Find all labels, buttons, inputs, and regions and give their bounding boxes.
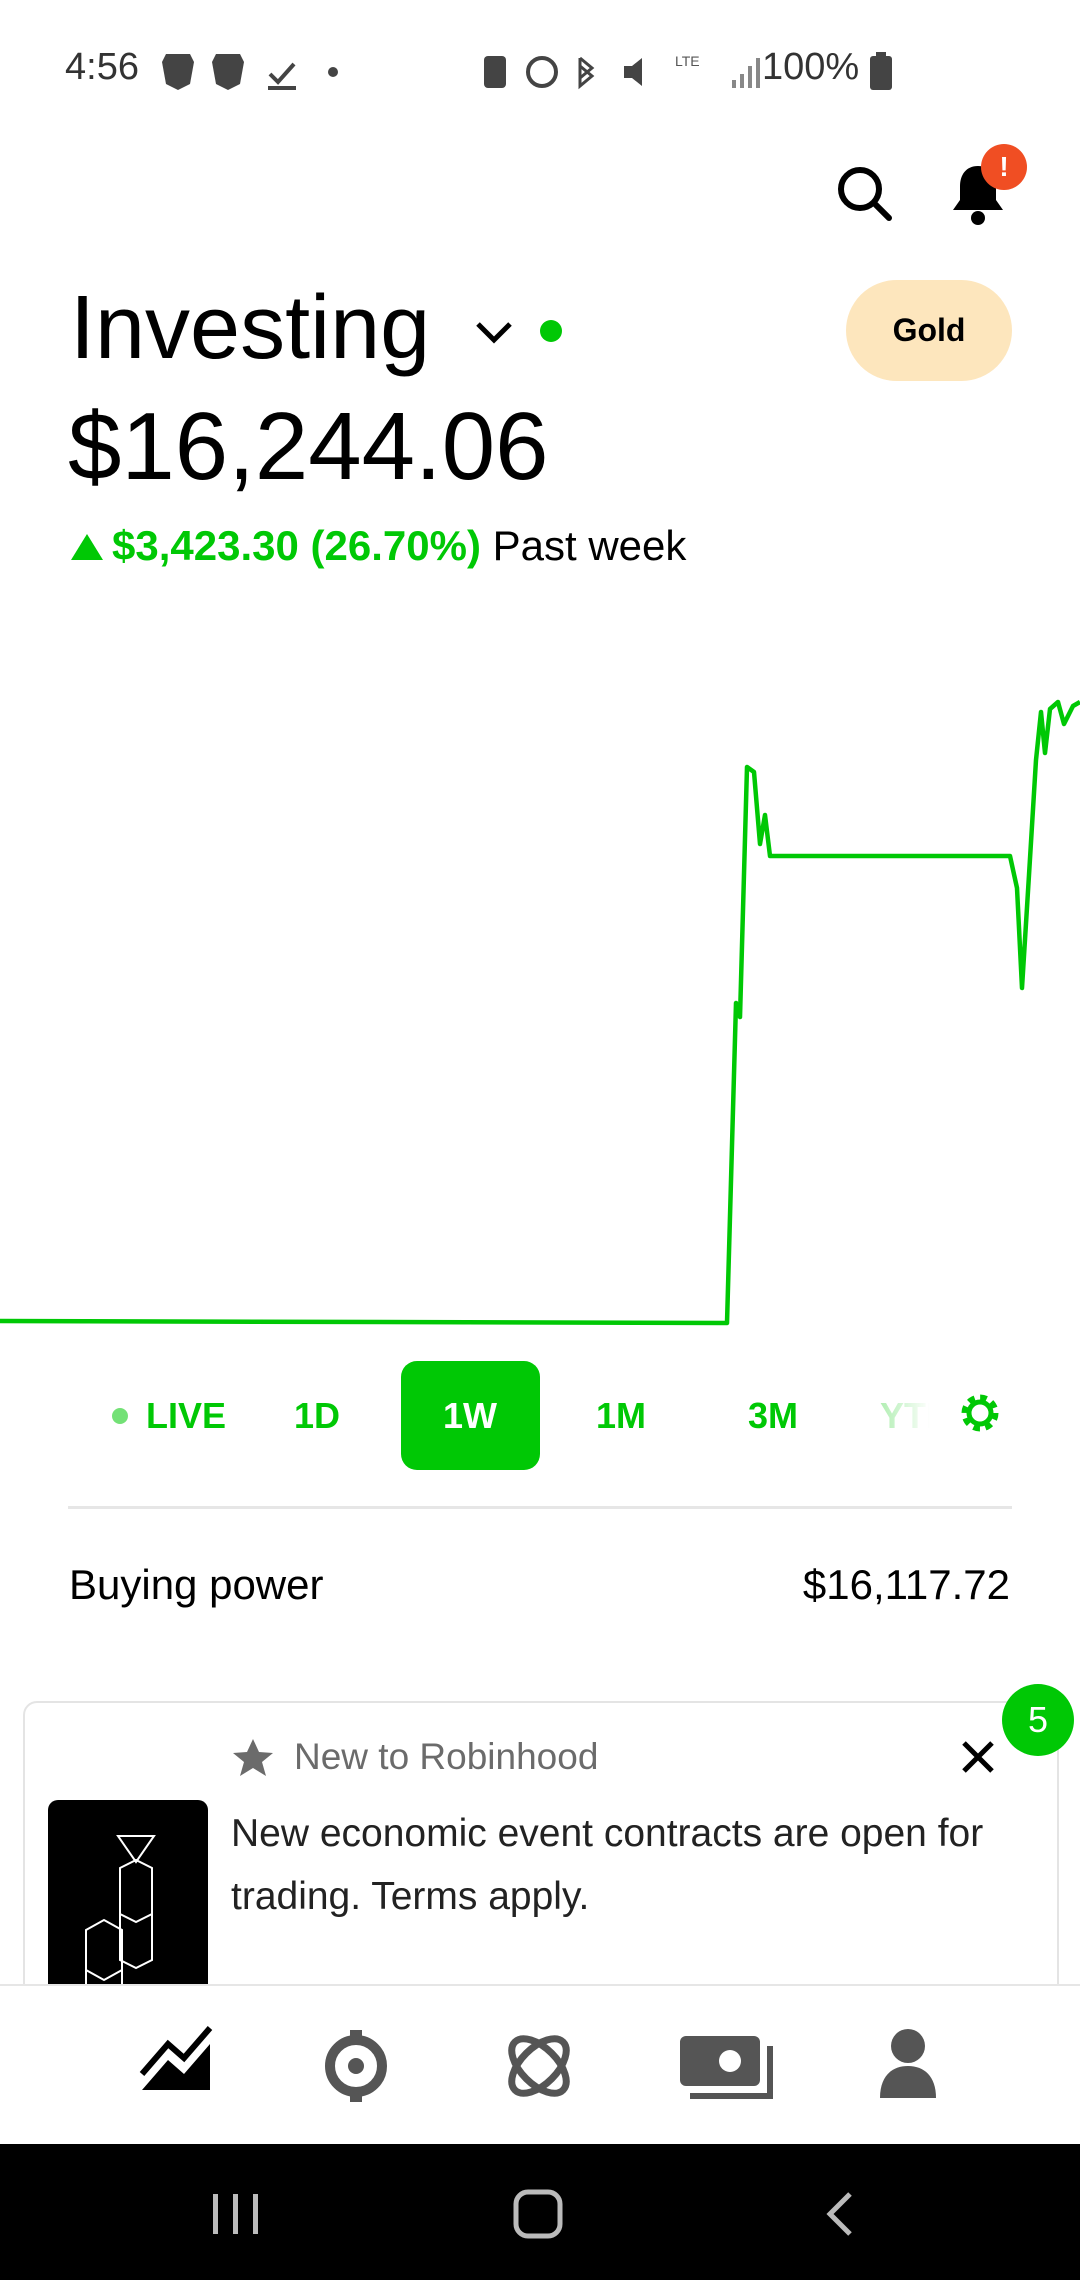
account-title[interactable]: Investing: [70, 278, 431, 378]
range-button[interactable]: 1M: [595, 1394, 646, 1436]
tab-account[interactable]: [880, 2029, 936, 2098]
recents-button[interactable]: [213, 2194, 258, 2234]
tab-events[interactable]: [502, 2029, 576, 2103]
gold-button[interactable]: Gold: [846, 280, 1012, 381]
up-arrow: [71, 534, 103, 560]
change-amount: $3,423.30 (26.70%): [112, 522, 481, 569]
range-selector: LIVE 1D 1W 1M 3M YTD: [60, 1361, 1020, 1470]
range-button[interactable]: YTD: [880, 1394, 952, 1436]
battery-level: 100%: [762, 46, 860, 88]
tab-bar: [0, 1984, 1080, 2146]
close-button[interactable]: [960, 1739, 996, 1775]
promo-image: [48, 1800, 208, 2000]
svg-text:LTE: LTE: [675, 53, 700, 69]
search-button[interactable]: [834, 163, 894, 223]
chart-settings[interactable]: [958, 1391, 1002, 1435]
account-dropdown[interactable]: [474, 318, 564, 348]
buying-power-value[interactable]: $16,117.72: [802, 1561, 1010, 1608]
promo-illustration: [85, 1835, 156, 2000]
range-button[interactable]: 3M: [747, 1394, 798, 1436]
system-nav-icons: [213, 2189, 852, 2239]
status-icons-right: LTE: [484, 53, 760, 90]
range-button[interactable]: LIVE: [100, 1361, 239, 1470]
tab-icons: [139, 2026, 936, 2103]
battery-icon: [870, 52, 892, 90]
portfolio-change: $3,423.30 (26.70%) Past week: [70, 520, 686, 572]
home-button[interactable]: [513, 2189, 563, 2239]
tab-crypto[interactable]: [325, 2030, 387, 2102]
range-button[interactable]: 1D: [293, 1394, 341, 1436]
star-icon: [233, 1739, 273, 1776]
change-period: Past week: [492, 522, 687, 569]
system-nav-bar: [0, 2144, 1080, 2280]
range-button[interactable]: 1W: [400, 1361, 540, 1470]
portfolio-chart: [0, 699, 1080, 1326]
tab-investing[interactable]: [139, 2026, 213, 2090]
portfolio-value: $16,244.06: [68, 393, 549, 500]
tab-cash[interactable]: [680, 2036, 773, 2099]
buying-power-label[interactable]: Buying power: [69, 1561, 324, 1608]
divider: [68, 1506, 1012, 1509]
notification-badge: !: [981, 144, 1027, 190]
back-button[interactable]: [826, 2192, 852, 2236]
clock: 4:56: [65, 46, 139, 88]
card-count-badge: 5: [1002, 1684, 1074, 1756]
promo-text: New economic event contracts are open fo…: [231, 1812, 984, 1918]
promo-eyebrow: New to Robinhood: [294, 1736, 599, 1777]
status-icons-left: [162, 54, 338, 90]
